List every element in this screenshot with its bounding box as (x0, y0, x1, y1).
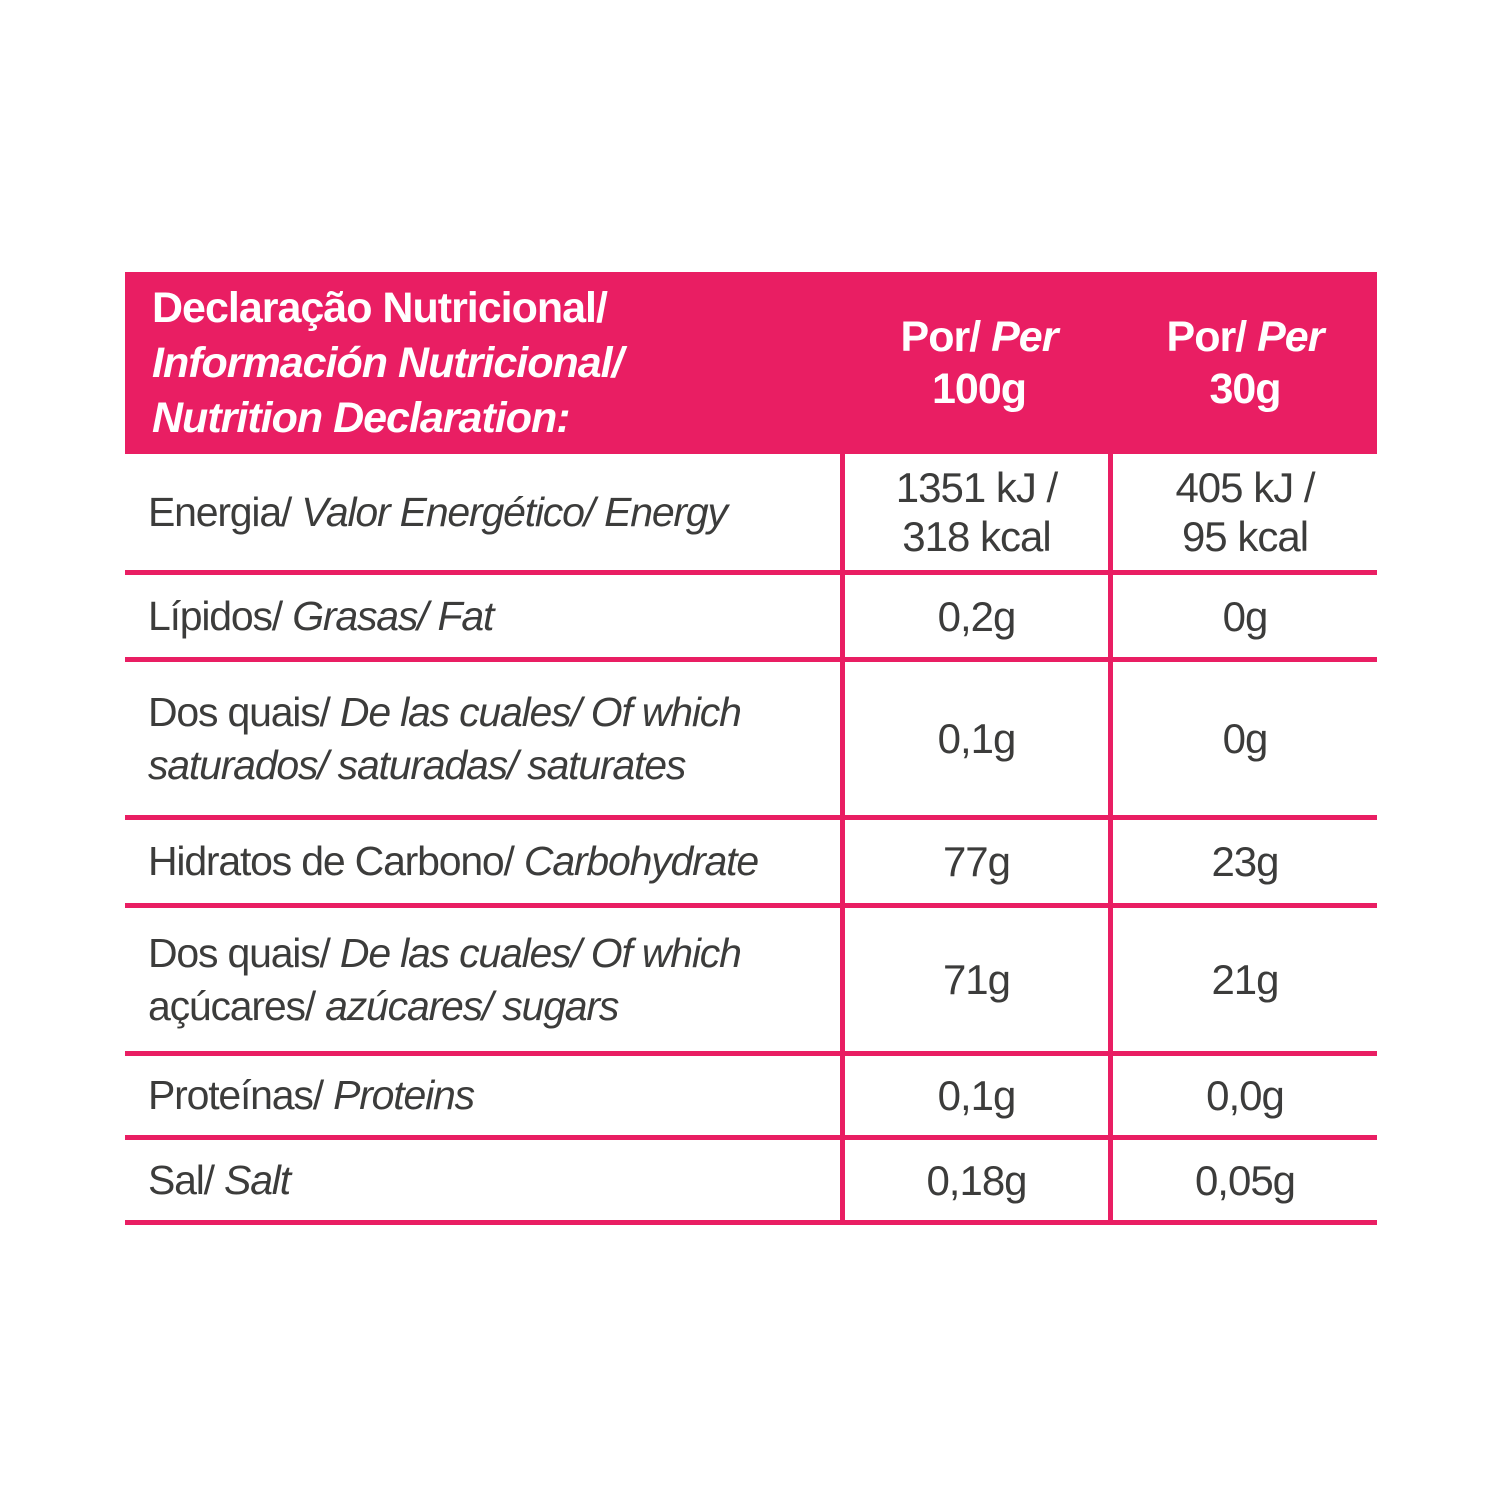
nutrient-label-line: saturados/ saturadas/ saturates (148, 739, 840, 792)
header-title-line: Información Nutricional/ (152, 338, 624, 387)
per-100g-value: 71g (845, 908, 1113, 1051)
header-per100-amount: 100g (931, 365, 1027, 413)
nutrient-label-line: Proteínas/ Proteins (148, 1069, 840, 1122)
nutrient-label-line: açúcares/ azúcares/ sugars (148, 980, 840, 1033)
per-30g-value: 0g (1222, 715, 1269, 762)
label-segment: açúcares/ (148, 982, 316, 1029)
table-row: Proteínas/ Proteins 0,1g 0,0g (125, 1056, 1377, 1140)
table-header-row: Declaração Nutricional/Información Nutri… (125, 272, 1377, 454)
label-segment: Salt (213, 1156, 291, 1203)
header-col-per-30g: Por/ Per 30g (1113, 272, 1377, 454)
per-30g-value: 23g (1211, 838, 1279, 885)
table-row: Dos quais/ De las cuales/ Of which açúcar… (125, 908, 1377, 1056)
nutrient-label: Dos quais/ De las cuales/ Of which satura… (125, 662, 845, 815)
per-100g-value: 0,1g (845, 1056, 1113, 1135)
nutrient-label: Dos quais/ De las cuales/ Of which açúcar… (125, 908, 845, 1051)
nutrient-label: Sal/ Salt (125, 1140, 845, 1220)
table-body: Energia/ Valor Energético/ Energy 1351 kJ… (125, 454, 1377, 1225)
nutrient-label: Hidratos de Carbono/ Carbohydrate (125, 820, 845, 903)
label-segment: Valor Energético/ Energy (291, 488, 728, 535)
label-segment: Proteins (322, 1072, 475, 1118)
nutrient-label: Lípidos/ Grasas/ Fat (125, 575, 845, 657)
header-title-line: Nutrition Declaration: (152, 393, 571, 442)
header-col-per-100g: Por/ Per 100g (845, 272, 1113, 454)
label-segment: De las cuales/ Of which (329, 688, 742, 735)
label-segment: Sal/ (148, 1156, 215, 1203)
nutrient-label-line: Sal/ Salt (148, 1154, 840, 1207)
table-row: Energia/ Valor Energético/ Energy 1351 kJ… (125, 454, 1377, 575)
label-segment: Carbohydrate (513, 838, 759, 884)
nutrient-label-line: Dos quais/ De las cuales/ Of which (148, 927, 840, 980)
header-title: Declaração Nutricional/Información Nutri… (125, 272, 845, 454)
label-segment: Dos quais/ (148, 929, 331, 976)
per-100g-value: 0,1g (845, 662, 1113, 815)
header-per100-line1: Por/ Per (900, 313, 1059, 361)
header-per30-amount: 30g (1209, 365, 1281, 413)
per-30g-value: 0,05g (1194, 1156, 1296, 1204)
table-row: Lípidos/ Grasas/ Fat 0,2g 0g (125, 575, 1377, 662)
nutrient-label: Proteínas/ Proteins (125, 1056, 845, 1135)
per-100g-value: 0,18g (845, 1140, 1113, 1220)
table-row: Dos quais/ De las cuales/ Of which satura… (125, 662, 1377, 820)
per-30g-value: 0g (1222, 592, 1269, 640)
label-segment: Grasas/ Fat (282, 592, 494, 639)
nutrient-label-line: Energia/ Valor Energético/ Energy (148, 486, 840, 539)
header-per30-line1: Por/ Per (1166, 313, 1325, 361)
label-segment: Lípidos/ (148, 592, 283, 639)
nutrient-label-line: Lípidos/ Grasas/ Fat (148, 590, 840, 643)
per-30g-value: 21g (1211, 956, 1279, 1003)
nutrient-label-line: Hidratos de Carbono/ Carbohydrate (148, 835, 840, 888)
label-segment: azúcares/ sugars (314, 982, 619, 1029)
nutrition-table: Declaração Nutricional/Información Nutri… (125, 272, 1377, 1225)
per-100g-value: 77g (845, 820, 1113, 903)
per-30g-value: 405 kJ / 95 kcal (1175, 464, 1315, 560)
nutrient-label: Energia/ Valor Energético/ Energy (125, 454, 845, 570)
per-100g-value: 0,2g (845, 575, 1113, 657)
header-title-line: Declaração Nutricional/ (152, 283, 608, 332)
label-segment: Hidratos de Carbono/ (148, 838, 515, 884)
label-segment: De las cuales/ Of which (329, 929, 742, 976)
table-row: Sal/ Salt 0,18g 0,05g (125, 1140, 1377, 1225)
label-segment: saturados/ saturadas/ saturates (148, 741, 686, 788)
label-segment: Dos quais/ (148, 688, 331, 735)
per-30g-value: 0,0g (1206, 1072, 1285, 1119)
nutrient-label-line: Dos quais/ De las cuales/ Of which (148, 686, 840, 739)
label-segment: Energia/ (148, 488, 292, 535)
label-segment: Proteínas/ (148, 1072, 324, 1118)
per-100g-value: 1351 kJ / 318 kcal (845, 454, 1113, 570)
table-row: Hidratos de Carbono/ Carbohydrate 77g 23g (125, 820, 1377, 908)
